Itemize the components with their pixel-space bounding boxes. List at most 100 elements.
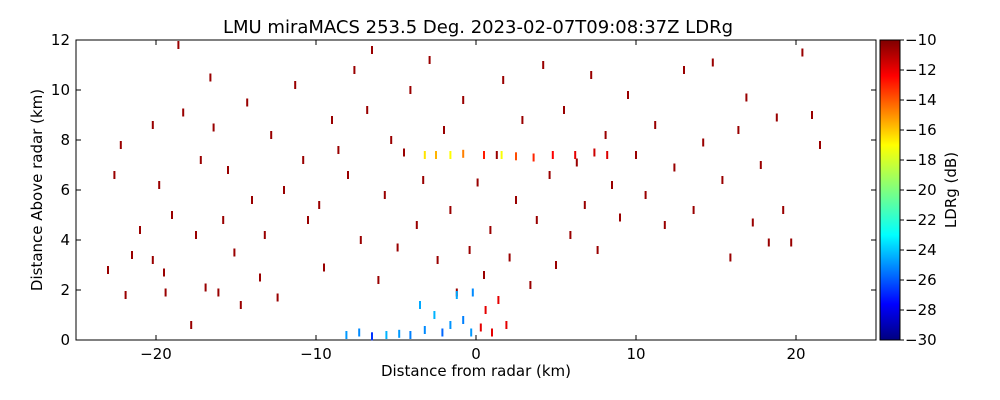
data-point-132 [551,151,554,159]
x-axis-label: Distance from radar (km) [381,362,571,380]
data-point-102 [811,111,813,119]
data-point-14 [190,321,193,329]
data-point-36 [323,263,325,272]
y-tick-label-6: 12 [51,31,70,49]
data-point-32 [294,81,297,89]
data-points-layer [107,41,821,341]
data-point-88 [692,206,695,214]
data-point-133 [574,151,577,159]
data-point-20 [217,288,220,297]
colorbar-tick-label-2: −26 [905,271,937,289]
colorbar-gradient [879,39,901,341]
colorbar: −30 −28 −26 −24 −22 −20 −18 −16 −14 −12 −10 LDRg (… [879,31,960,349]
data-point-126 [449,151,452,159]
data-point-98 [775,113,778,122]
data-point-128 [483,151,485,159]
data-point-37 [331,116,333,124]
data-point-134 [593,148,596,157]
data-point-5 [139,226,141,234]
data-point-69 [542,61,545,69]
colorbar-tick-label-4: −22 [905,211,937,229]
data-point-94 [745,93,748,102]
data-point-45 [383,191,386,199]
data-point-99 [782,206,785,214]
data-point-0 [107,266,109,274]
data-point-13 [182,108,185,117]
colorbar-tick-label-1: −28 [905,301,937,319]
data-point-80 [619,213,621,222]
data-point-60 [483,271,485,279]
data-point-66 [521,116,524,124]
data-point-115 [455,291,458,299]
data-point-28 [263,231,266,239]
data-point-22 [227,166,229,174]
data-point-108 [398,329,401,338]
data-point-121 [491,328,493,337]
y-tick-label-5: 10 [51,81,70,99]
data-point-7 [151,256,154,264]
data-point-54 [443,126,445,134]
data-point-23 [233,248,236,257]
data-point-111 [423,326,426,334]
y-tick-label-2: 4 [60,231,70,249]
x-tick-label-4: 20 [786,345,805,363]
data-point-113 [441,328,444,337]
data-point-87 [683,66,685,74]
data-point-63 [502,76,505,84]
colorbar-tick-label-3: −24 [905,241,937,259]
x-tick-label-3: 10 [626,345,645,363]
data-point-104 [345,331,348,339]
plot-area: −20 −10 0 10 20 0 2 4 6 8 10 12 [51,31,877,363]
colorbar-tick-label-10: −10 [905,31,937,49]
data-point-101 [801,48,804,57]
data-point-61 [489,226,492,234]
data-point-48 [403,148,405,157]
data-point-116 [462,316,465,324]
data-point-73 [569,231,572,239]
data-point-123 [505,321,508,329]
data-point-103 [819,141,821,149]
data-point-47 [396,243,399,252]
data-point-33 [302,156,305,164]
data-point-57 [462,96,465,104]
y-tick-label-3: 6 [60,181,70,199]
data-point-118 [471,288,474,297]
data-point-49 [409,86,412,94]
data-point-86 [673,163,676,172]
data-point-6 [151,121,154,129]
colorbar-tick-label-8: −14 [905,91,937,109]
data-point-74 [575,158,578,167]
data-point-68 [535,216,538,224]
data-point-53 [436,256,439,264]
data-point-81 [627,91,629,99]
data-point-112 [433,311,436,319]
colorbar-tick-label-6: −18 [905,151,937,169]
data-point-24 [239,301,242,309]
data-point-55 [449,206,452,214]
colorbar-tick-label-0: −30 [905,331,937,349]
x-tick-label-0: −20 [140,345,172,363]
data-point-43 [371,46,373,54]
data-point-50 [415,221,418,229]
data-point-70 [548,171,551,179]
data-point-117 [470,328,473,337]
data-point-1 [113,171,116,179]
data-point-8 [158,181,161,189]
data-point-11 [171,211,173,219]
data-point-114 [449,321,452,329]
data-point-119 [479,323,482,332]
data-point-96 [759,161,762,169]
colorbar-tick-label-5: −20 [905,181,937,199]
data-point-109 [409,331,412,339]
y-tick-label-4: 8 [60,131,70,149]
data-point-59 [476,178,479,187]
chart-title: LMU miraMACS 253.5 Deg. 2023-02-07T09:08… [223,17,733,38]
data-point-125 [435,151,437,159]
data-point-46 [390,136,393,144]
data-point-127 [462,149,465,158]
data-point-72 [563,106,565,114]
data-point-4 [131,251,133,259]
x-tick-label-1: −10 [300,345,332,363]
data-point-12 [177,41,180,49]
